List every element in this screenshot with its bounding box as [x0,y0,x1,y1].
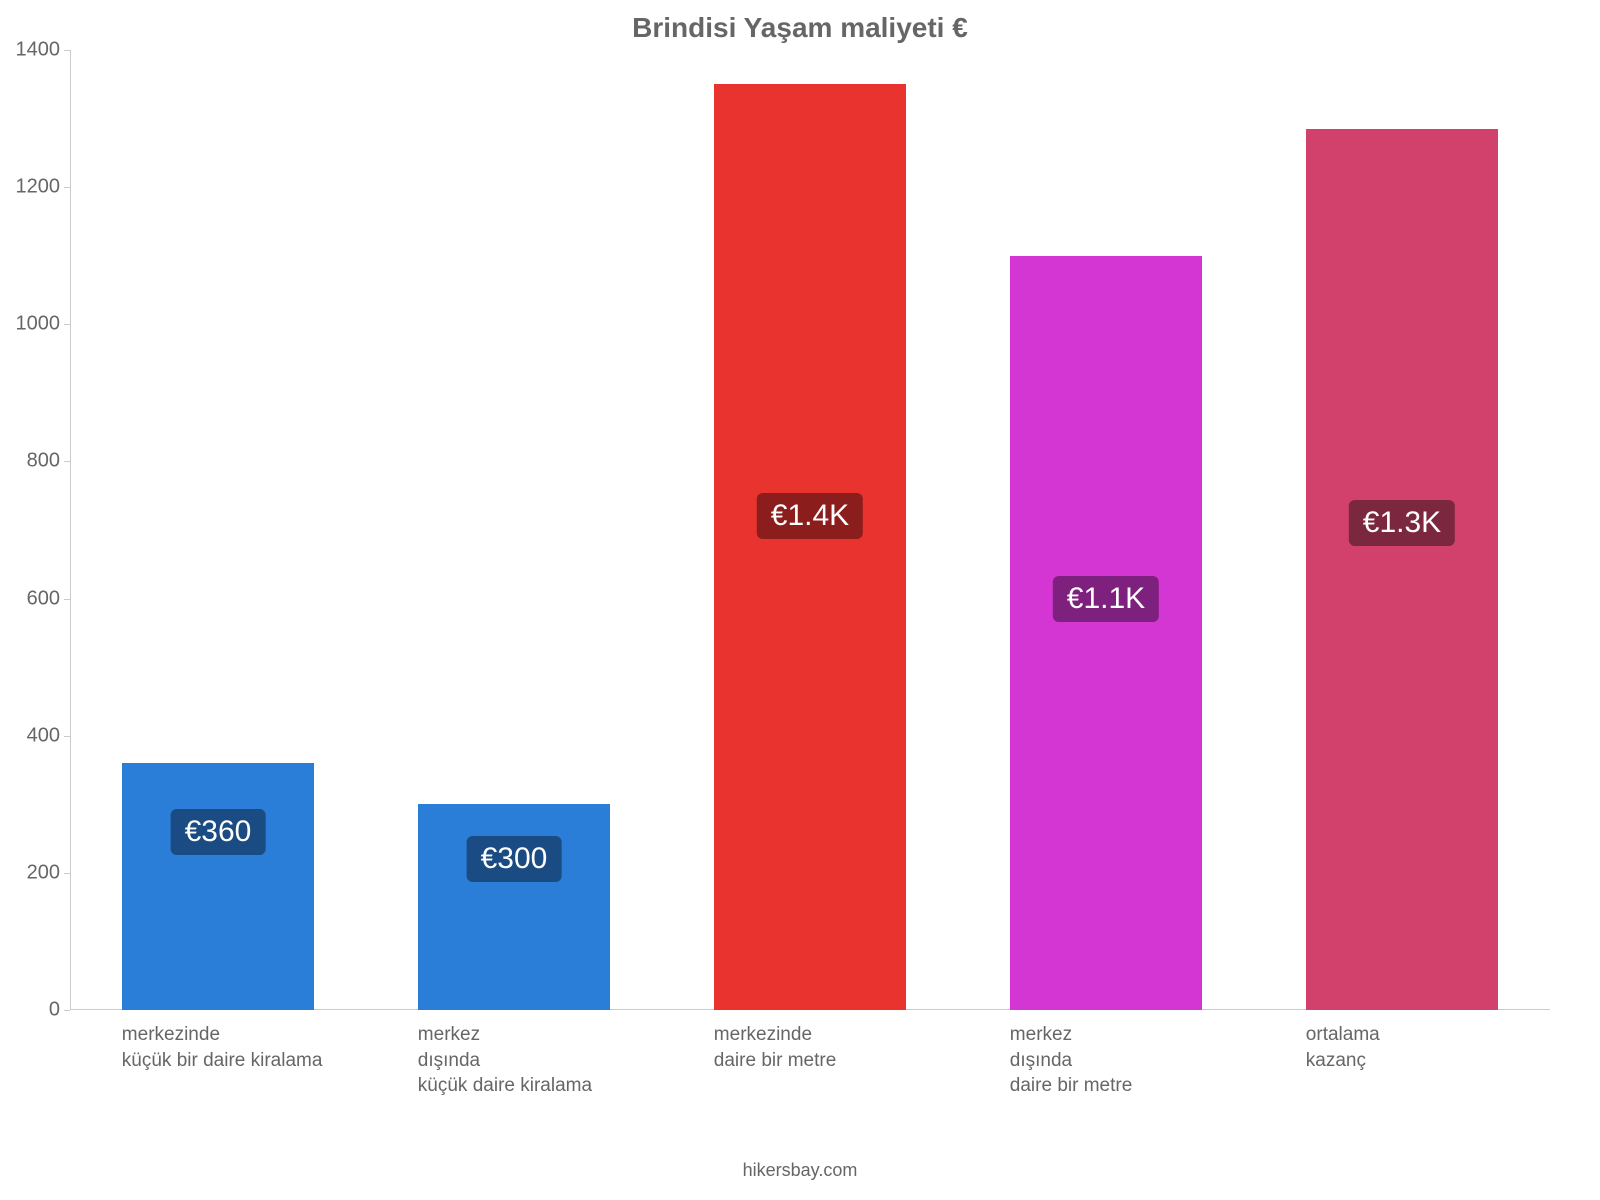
ytick-mark [64,461,70,462]
chart-title: Brindisi Yaşam maliyeti € [0,12,1600,44]
chart-credit: hikersbay.com [0,1160,1600,1181]
xtick-label: merkez dışında daire bir metre [1010,1022,1133,1099]
plot-area: 0200400600800100012001400€360merkezinde … [70,50,1550,1010]
bar [122,763,314,1010]
ytick-label: 1000 [16,313,61,336]
ytick-label: 1200 [16,176,61,199]
xtick-label: merkez dışında küçük daire kiralama [418,1022,592,1099]
xtick-label: merkezinde daire bir metre [714,1022,837,1073]
bar [714,84,906,1010]
ytick-mark [64,873,70,874]
ytick-label: 800 [27,450,60,473]
y-axis-line [70,50,71,1010]
xtick-label: merkezinde küçük bir daire kiralama [122,1022,323,1073]
bar-value-label: €1.4K [757,493,863,539]
bar-value-label: €1.3K [1349,500,1455,546]
ytick-label: 400 [27,724,60,747]
bar [1010,256,1202,1010]
ytick-mark [64,1010,70,1011]
ytick-mark [64,736,70,737]
ytick-mark [64,324,70,325]
ytick-mark [64,599,70,600]
ytick-label: 1400 [16,39,61,62]
xtick-label: ortalama kazanç [1306,1022,1380,1073]
ytick-mark [64,50,70,51]
bar-value-label: €300 [467,836,562,882]
cost-of-living-chart: Brindisi Yaşam maliyeti € 02004006008001… [0,0,1600,1200]
bar [1306,129,1498,1010]
ytick-label: 600 [27,587,60,610]
ytick-label: 0 [49,999,60,1022]
ytick-label: 200 [27,861,60,884]
bar-value-label: €1.1K [1053,576,1159,622]
ytick-mark [64,187,70,188]
bar-value-label: €360 [171,809,266,855]
bar [418,804,610,1010]
